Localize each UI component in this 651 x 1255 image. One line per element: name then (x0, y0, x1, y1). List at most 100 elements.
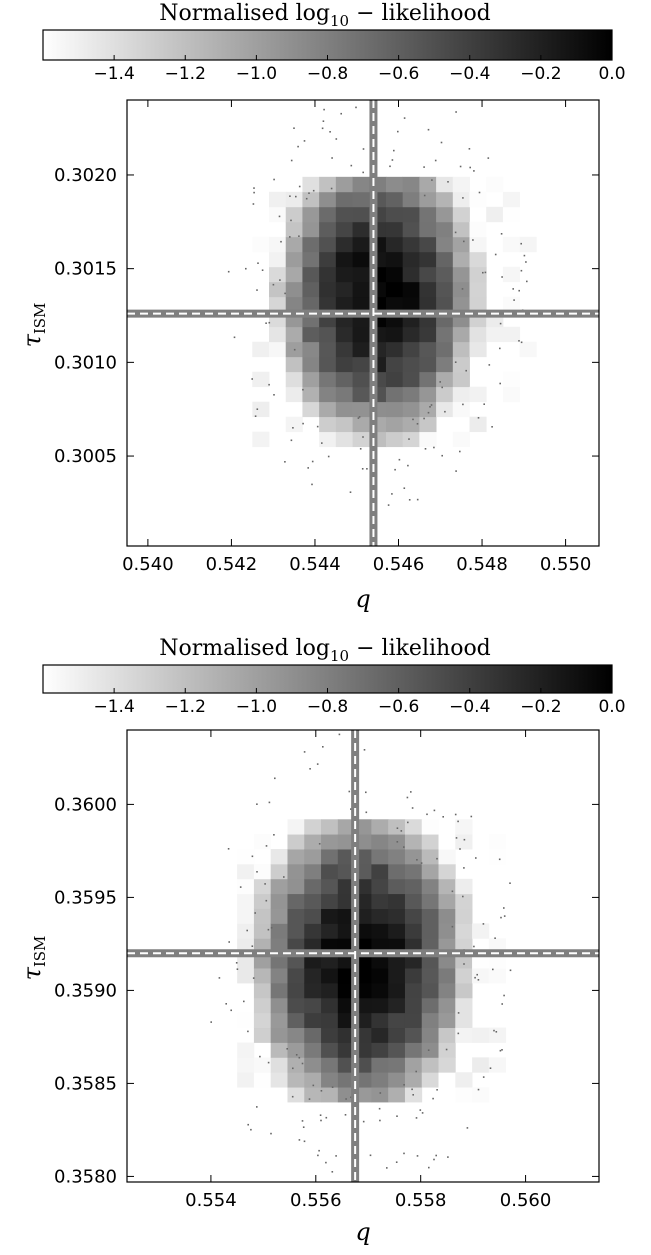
x-tick-label: 0.544 (289, 554, 341, 575)
heatmap-cell (321, 1027, 339, 1043)
heatmap-cell (270, 923, 288, 939)
scatter-point (365, 811, 368, 814)
heatmap-cell (335, 371, 353, 388)
colorbar-ticks: −1.4 −1.2 −1.0 −0.8 −0.6 −0.4 −0.2 0.0 (93, 55, 626, 84)
scatter-point (445, 1048, 448, 1051)
scatter-point (316, 425, 319, 428)
heatmap-cell (270, 863, 288, 880)
scatter-point (329, 131, 331, 133)
scatter-point (434, 159, 437, 162)
scatter-point (298, 185, 301, 188)
scatter-point (320, 1090, 323, 1092)
scatter-point (359, 448, 362, 450)
heatmap-cell (469, 281, 487, 298)
heatmap-cell (337, 908, 356, 924)
heatmap-cell (419, 386, 437, 403)
heatmap-cell (269, 236, 287, 253)
heatmap-cell (371, 893, 389, 909)
heatmap-cell (319, 176, 337, 193)
heatmap-cell (402, 176, 420, 193)
scatter-point (243, 1000, 245, 1003)
colorbar-tick-label: −1.4 (93, 697, 134, 717)
heatmap-cell (469, 326, 487, 343)
heatmap-cell (371, 819, 389, 835)
heatmap-cell (421, 819, 439, 835)
heatmap-cell (388, 1042, 406, 1058)
colorbar-title: Normalised log10 − likelihood (159, 636, 491, 665)
heatmap-cell (388, 1057, 406, 1073)
scatter-point (473, 170, 475, 172)
heatmap-cell (371, 1012, 389, 1029)
heatmap-cell (388, 1027, 406, 1043)
scatter-point (312, 1084, 315, 1087)
scatter-point (447, 181, 449, 183)
scatter-point (470, 815, 473, 818)
heatmap-cell (419, 431, 437, 448)
scatter-point (303, 1140, 306, 1143)
heatmap-cell (237, 1012, 255, 1029)
heatmap-cell (319, 431, 337, 448)
heatmap-cell (302, 206, 320, 223)
heatmap-cell (253, 968, 272, 984)
heatmap-cell (455, 893, 473, 909)
colorbar-tick-label: −0.2 (520, 64, 561, 84)
scatter-point (499, 347, 501, 350)
scatter-point (284, 461, 286, 463)
heatmap-cell (404, 1072, 423, 1088)
scatter-point (210, 1021, 212, 1023)
scatter-point (459, 165, 462, 168)
heatmap-cell (319, 341, 337, 358)
heatmap-cell (472, 968, 490, 984)
scatter-point (254, 415, 257, 417)
heatmap-cell (502, 236, 521, 253)
scatter-point (403, 487, 406, 489)
scatter-point (363, 749, 366, 751)
y-axis-label: τISM (18, 303, 49, 348)
colorbar-tick-label: −0.2 (520, 697, 561, 717)
heatmap-cell (388, 893, 406, 909)
heatmap-cell (319, 221, 337, 238)
scatter-point (311, 483, 313, 486)
heatmap-cell (302, 371, 320, 388)
heatmap-cell (319, 416, 337, 433)
y-axis-label: τISM (18, 936, 49, 981)
heatmap-cell (352, 176, 370, 193)
scatter-point (344, 1114, 347, 1116)
scatter-point (457, 1032, 460, 1035)
scatter-point (245, 267, 247, 270)
heatmap-cell (472, 1027, 490, 1043)
heatmap-cell (321, 819, 339, 835)
heatmap-cell (452, 386, 470, 403)
heatmap-cell (352, 416, 370, 433)
colorbar-bottom: Normalised log10 − likelihood −1.4 −1.2 −1… (42, 636, 626, 717)
heatmap-cell (253, 1027, 272, 1043)
scatter-point (495, 1031, 498, 1033)
heatmap-cell (452, 431, 470, 448)
scatter-point (327, 455, 330, 458)
heatmap-cell (352, 371, 370, 388)
heatmap-cell (304, 1027, 322, 1043)
scatter-point (411, 807, 414, 809)
heatmap-cell (455, 878, 473, 895)
axis-ticks: 0.540 0.542 0.544 0.546 0.548 0.550 0.3005 0.30… (54, 100, 599, 575)
heatmap-cell (302, 386, 320, 403)
scatter-point (273, 834, 275, 836)
scatter-point (292, 1067, 294, 1070)
scatter-point (355, 106, 357, 109)
heatmap-cell (253, 834, 272, 850)
heatmap-cell (321, 893, 339, 909)
heatmap-cell (352, 341, 370, 358)
scatter-point (463, 963, 465, 965)
heatmap-cell (388, 849, 406, 865)
heatmap-cell (404, 997, 423, 1014)
scatter-point (338, 733, 341, 736)
scatter-point (318, 1149, 320, 1152)
colorbar-title: Normalised log10 − likelihood (159, 1, 491, 30)
heatmap-cell (269, 251, 287, 268)
heatmap-cell (269, 191, 287, 208)
heatmap-cell (404, 982, 423, 999)
heatmap-cells (252, 176, 537, 448)
heatmap-cell (269, 266, 287, 283)
heatmap-cell (371, 982, 389, 999)
scatter-point (379, 1092, 382, 1094)
